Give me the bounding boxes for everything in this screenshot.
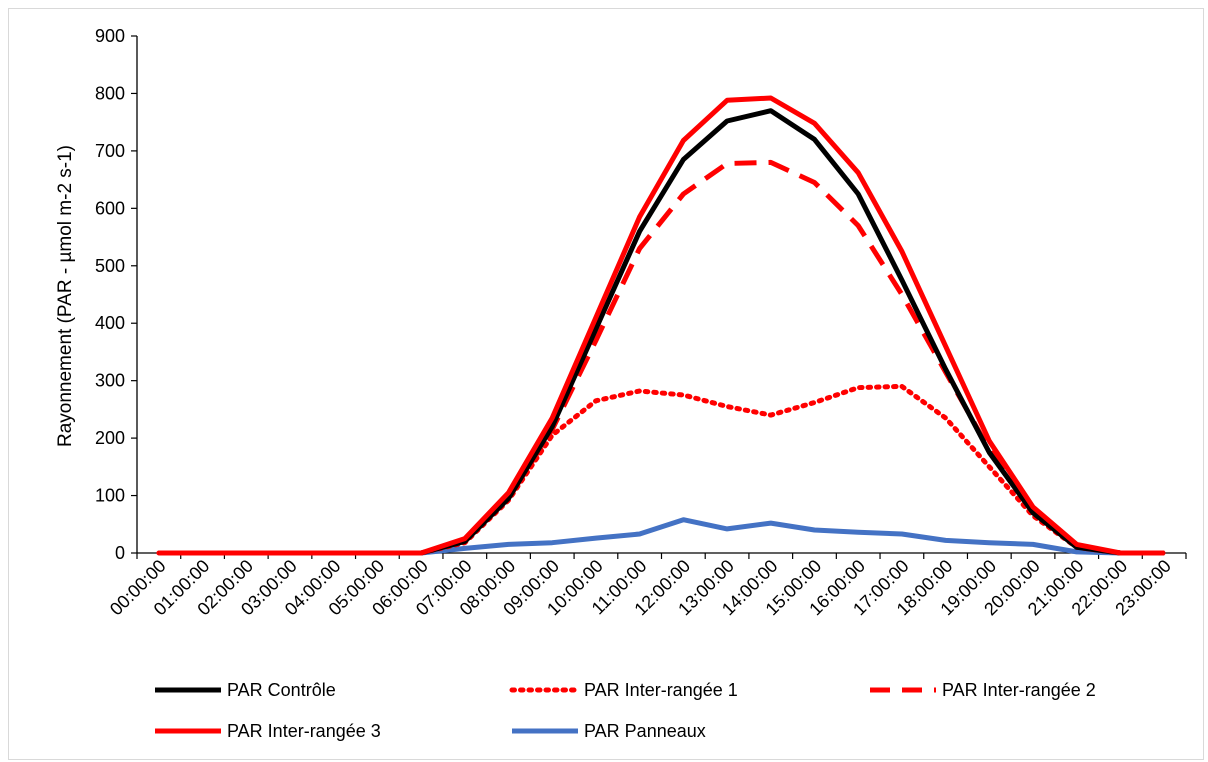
legend-label-0: PAR Contrôle	[227, 680, 336, 700]
series-lines	[156, 95, 1167, 556]
y-tick-label: 700	[95, 141, 125, 161]
y-tick-label: 200	[95, 428, 125, 448]
y-tick-label: 300	[95, 371, 125, 391]
series-line-3	[158, 95, 1165, 556]
y-tick-label: 100	[95, 486, 125, 506]
y-tick-labels: 0 100 200 300 400 500 600 700 800 900	[95, 26, 137, 563]
y-axis-title-group: Rayonnement (PAR - µmol m-2 s-1)	[55, 145, 76, 447]
y-tick-label: 400	[95, 313, 125, 333]
chart-frame	[8, 8, 1204, 760]
legend-label-1: PAR Inter-rangée 1	[584, 680, 738, 700]
y-axis-title: Rayonnement (PAR - µmol m-2 s-1)	[55, 145, 76, 447]
series-line-4	[158, 517, 1165, 556]
axes	[136, 36, 1186, 554]
y-tick-label: 0	[115, 543, 125, 563]
y-tick-label: 600	[95, 198, 125, 218]
y-tick-label: 900	[95, 26, 125, 46]
legend-label-2: PAR Inter-rangée 2	[942, 680, 1096, 700]
legend-label-4: PAR Panneaux	[584, 721, 706, 741]
x-tick-labels: 00:00:0001:00:0002:00:0003:00:0004:00:00…	[106, 553, 1187, 619]
y-tick-label: 800	[95, 83, 125, 103]
y-tick-label: 500	[95, 256, 125, 276]
legend-label-3: PAR Inter-rangée 3	[227, 721, 381, 741]
legend: PAR Contrôle PAR Inter-rangée 1 PAR Inter-…	[155, 680, 1096, 741]
